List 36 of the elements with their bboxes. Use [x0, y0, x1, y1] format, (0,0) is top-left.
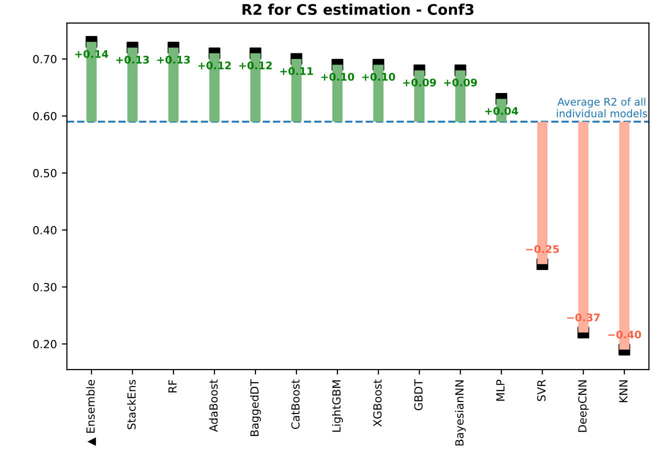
data-label: +0.09 — [403, 78, 436, 86]
y-tick-label: 0.70 — [33, 54, 56, 64]
x-tick-label: StackEns — [127, 380, 136, 430]
data-label: +0.13 — [116, 56, 149, 64]
x-tick-label: LightGBM — [332, 380, 343, 432]
x-tick-label: GBDT — [414, 379, 423, 410]
x-tick-label: ▲ Ensemble — [86, 380, 96, 446]
data-label: +0.10 — [321, 72, 354, 81]
y-tick-label: 0.50 — [33, 168, 56, 178]
data-label: +0.09 — [444, 78, 477, 86]
data-label: +0.10 — [362, 72, 396, 81]
data-label: +0.11 — [280, 67, 313, 76]
x-tick-label: XGBoost — [373, 380, 382, 427]
ref-line-label: Average R2 of all individual models — [556, 98, 648, 118]
x-tick-label: AdaBoost — [209, 380, 218, 432]
data-label: −0.40 — [608, 330, 642, 339]
x-tick-label: CatBoost — [291, 380, 300, 429]
chart-title: R2 for CS estimation - Conf3 — [242, 4, 474, 15]
data-label: +0.04 — [485, 107, 518, 115]
x-tick-label: SVR — [537, 380, 546, 401]
x-tick-label: BayesianNN — [455, 380, 466, 446]
y-tick-label: 0.30 — [33, 282, 56, 292]
x-tick-label: RF — [168, 380, 177, 392]
data-label: +0.12 — [198, 61, 231, 70]
y-tick-label: 0.20 — [33, 340, 56, 348]
data-label: −0.25 — [526, 245, 559, 254]
x-tick-label: BaggedDT — [250, 379, 261, 436]
data-label: +0.12 — [239, 61, 272, 70]
y-tick-label: 0.40 — [33, 226, 56, 234]
x-tick-label: DeepCNN — [578, 380, 589, 432]
x-tick-label: KNN — [619, 380, 628, 402]
data-label: +0.13 — [157, 56, 190, 64]
data-label: −0.37 — [567, 314, 600, 322]
data-label: +0.14 — [75, 50, 108, 58]
y-tick-label: 0.60 — [33, 112, 56, 120]
x-tick-label: MLP — [496, 380, 504, 401]
